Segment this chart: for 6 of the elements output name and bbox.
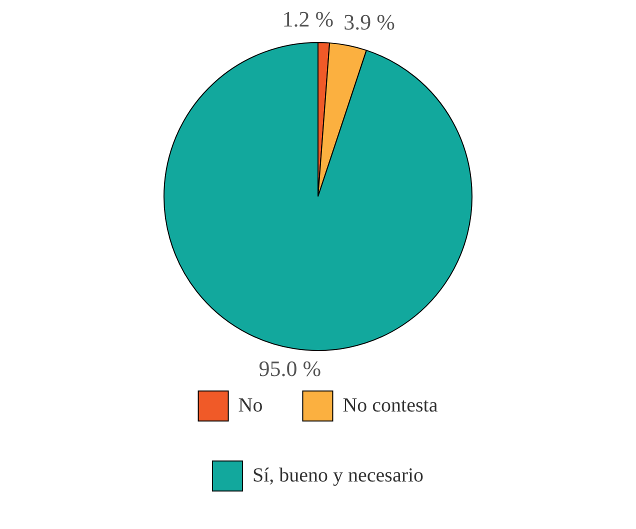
legend-label: No (238, 394, 263, 416)
data-label: 95.0 % (258, 356, 322, 382)
legend-label: No contesta (342, 394, 438, 416)
legend-label: Sí, bueno y necesario (252, 464, 424, 486)
data-label: 1.2 % (282, 6, 334, 32)
data-label: 3.9 % (344, 10, 395, 35)
